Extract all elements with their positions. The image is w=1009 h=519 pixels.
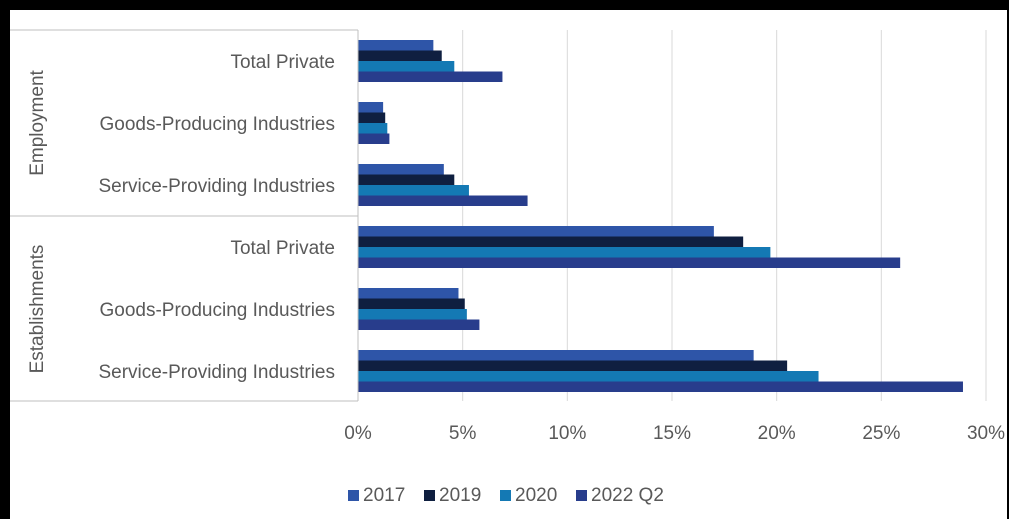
x-tick-label: 10% xyxy=(548,423,586,444)
bar xyxy=(358,288,459,299)
legend-item: 2017 xyxy=(348,485,405,506)
bar xyxy=(358,195,528,206)
bar xyxy=(358,71,503,82)
bar xyxy=(358,226,714,237)
bar xyxy=(358,50,442,61)
legend-label: 2019 xyxy=(439,485,481,506)
bar-chart: Total Private Goods-Producing Industries S… xyxy=(10,29,1005,506)
category-labels: Total Private Goods-Producing Industries S… xyxy=(98,52,335,383)
bar xyxy=(358,360,788,371)
bar xyxy=(358,247,771,258)
x-tick-label: 5% xyxy=(449,423,477,444)
category-label: Goods-Producing Industries xyxy=(99,300,335,321)
bar xyxy=(358,309,467,320)
legend-item: 2019 xyxy=(424,485,481,506)
legend-item: 2022 Q2 xyxy=(576,485,664,506)
bar xyxy=(358,174,455,185)
x-tick-label: 30% xyxy=(967,423,1005,444)
bars xyxy=(358,40,963,392)
bar xyxy=(358,123,388,134)
bar xyxy=(358,257,901,268)
legend-label: 2017 xyxy=(363,485,405,506)
x-tick-label: 20% xyxy=(758,423,796,444)
group-label: Employment xyxy=(27,69,48,175)
bar xyxy=(358,61,455,72)
x-tick-label: 15% xyxy=(653,423,691,444)
chart-panel: Total Private Goods-Producing Industries S… xyxy=(10,10,1007,519)
category-label: Total Private xyxy=(230,238,335,259)
bar xyxy=(358,236,744,247)
category-label: Total Private xyxy=(230,52,335,73)
bar xyxy=(358,112,386,123)
bar xyxy=(358,350,754,361)
x-tick-label: 25% xyxy=(862,423,900,444)
x-tick-labels: 0% 5% 10% 15% 20% 25% 30% xyxy=(344,423,1005,444)
legend-swatch xyxy=(348,490,359,501)
legend-label: 2022 Q2 xyxy=(591,485,664,506)
group-labels: Employment Establishments xyxy=(27,69,48,373)
category-label: Service-Providing Industries xyxy=(98,176,335,197)
bar xyxy=(358,102,384,113)
gridlines xyxy=(357,30,987,401)
legend: 2017 2019 2020 2022 Q2 xyxy=(348,485,664,506)
category-label: Goods-Producing Industries xyxy=(99,114,335,135)
bar xyxy=(358,40,434,51)
legend-swatch xyxy=(424,490,435,501)
group-separators xyxy=(10,29,359,402)
bar xyxy=(358,298,465,309)
group-label: Establishments xyxy=(27,245,48,374)
legend-item: 2020 xyxy=(500,485,557,506)
bar xyxy=(358,381,963,392)
bar xyxy=(358,319,480,330)
bar xyxy=(358,185,469,196)
bar xyxy=(358,371,819,382)
bar xyxy=(358,133,390,144)
category-label: Service-Providing Industries xyxy=(98,362,335,383)
legend-label: 2020 xyxy=(515,485,557,506)
bar xyxy=(358,164,444,175)
legend-swatch xyxy=(576,490,587,501)
legend-swatch xyxy=(500,490,511,501)
x-tick-label: 0% xyxy=(344,423,372,444)
